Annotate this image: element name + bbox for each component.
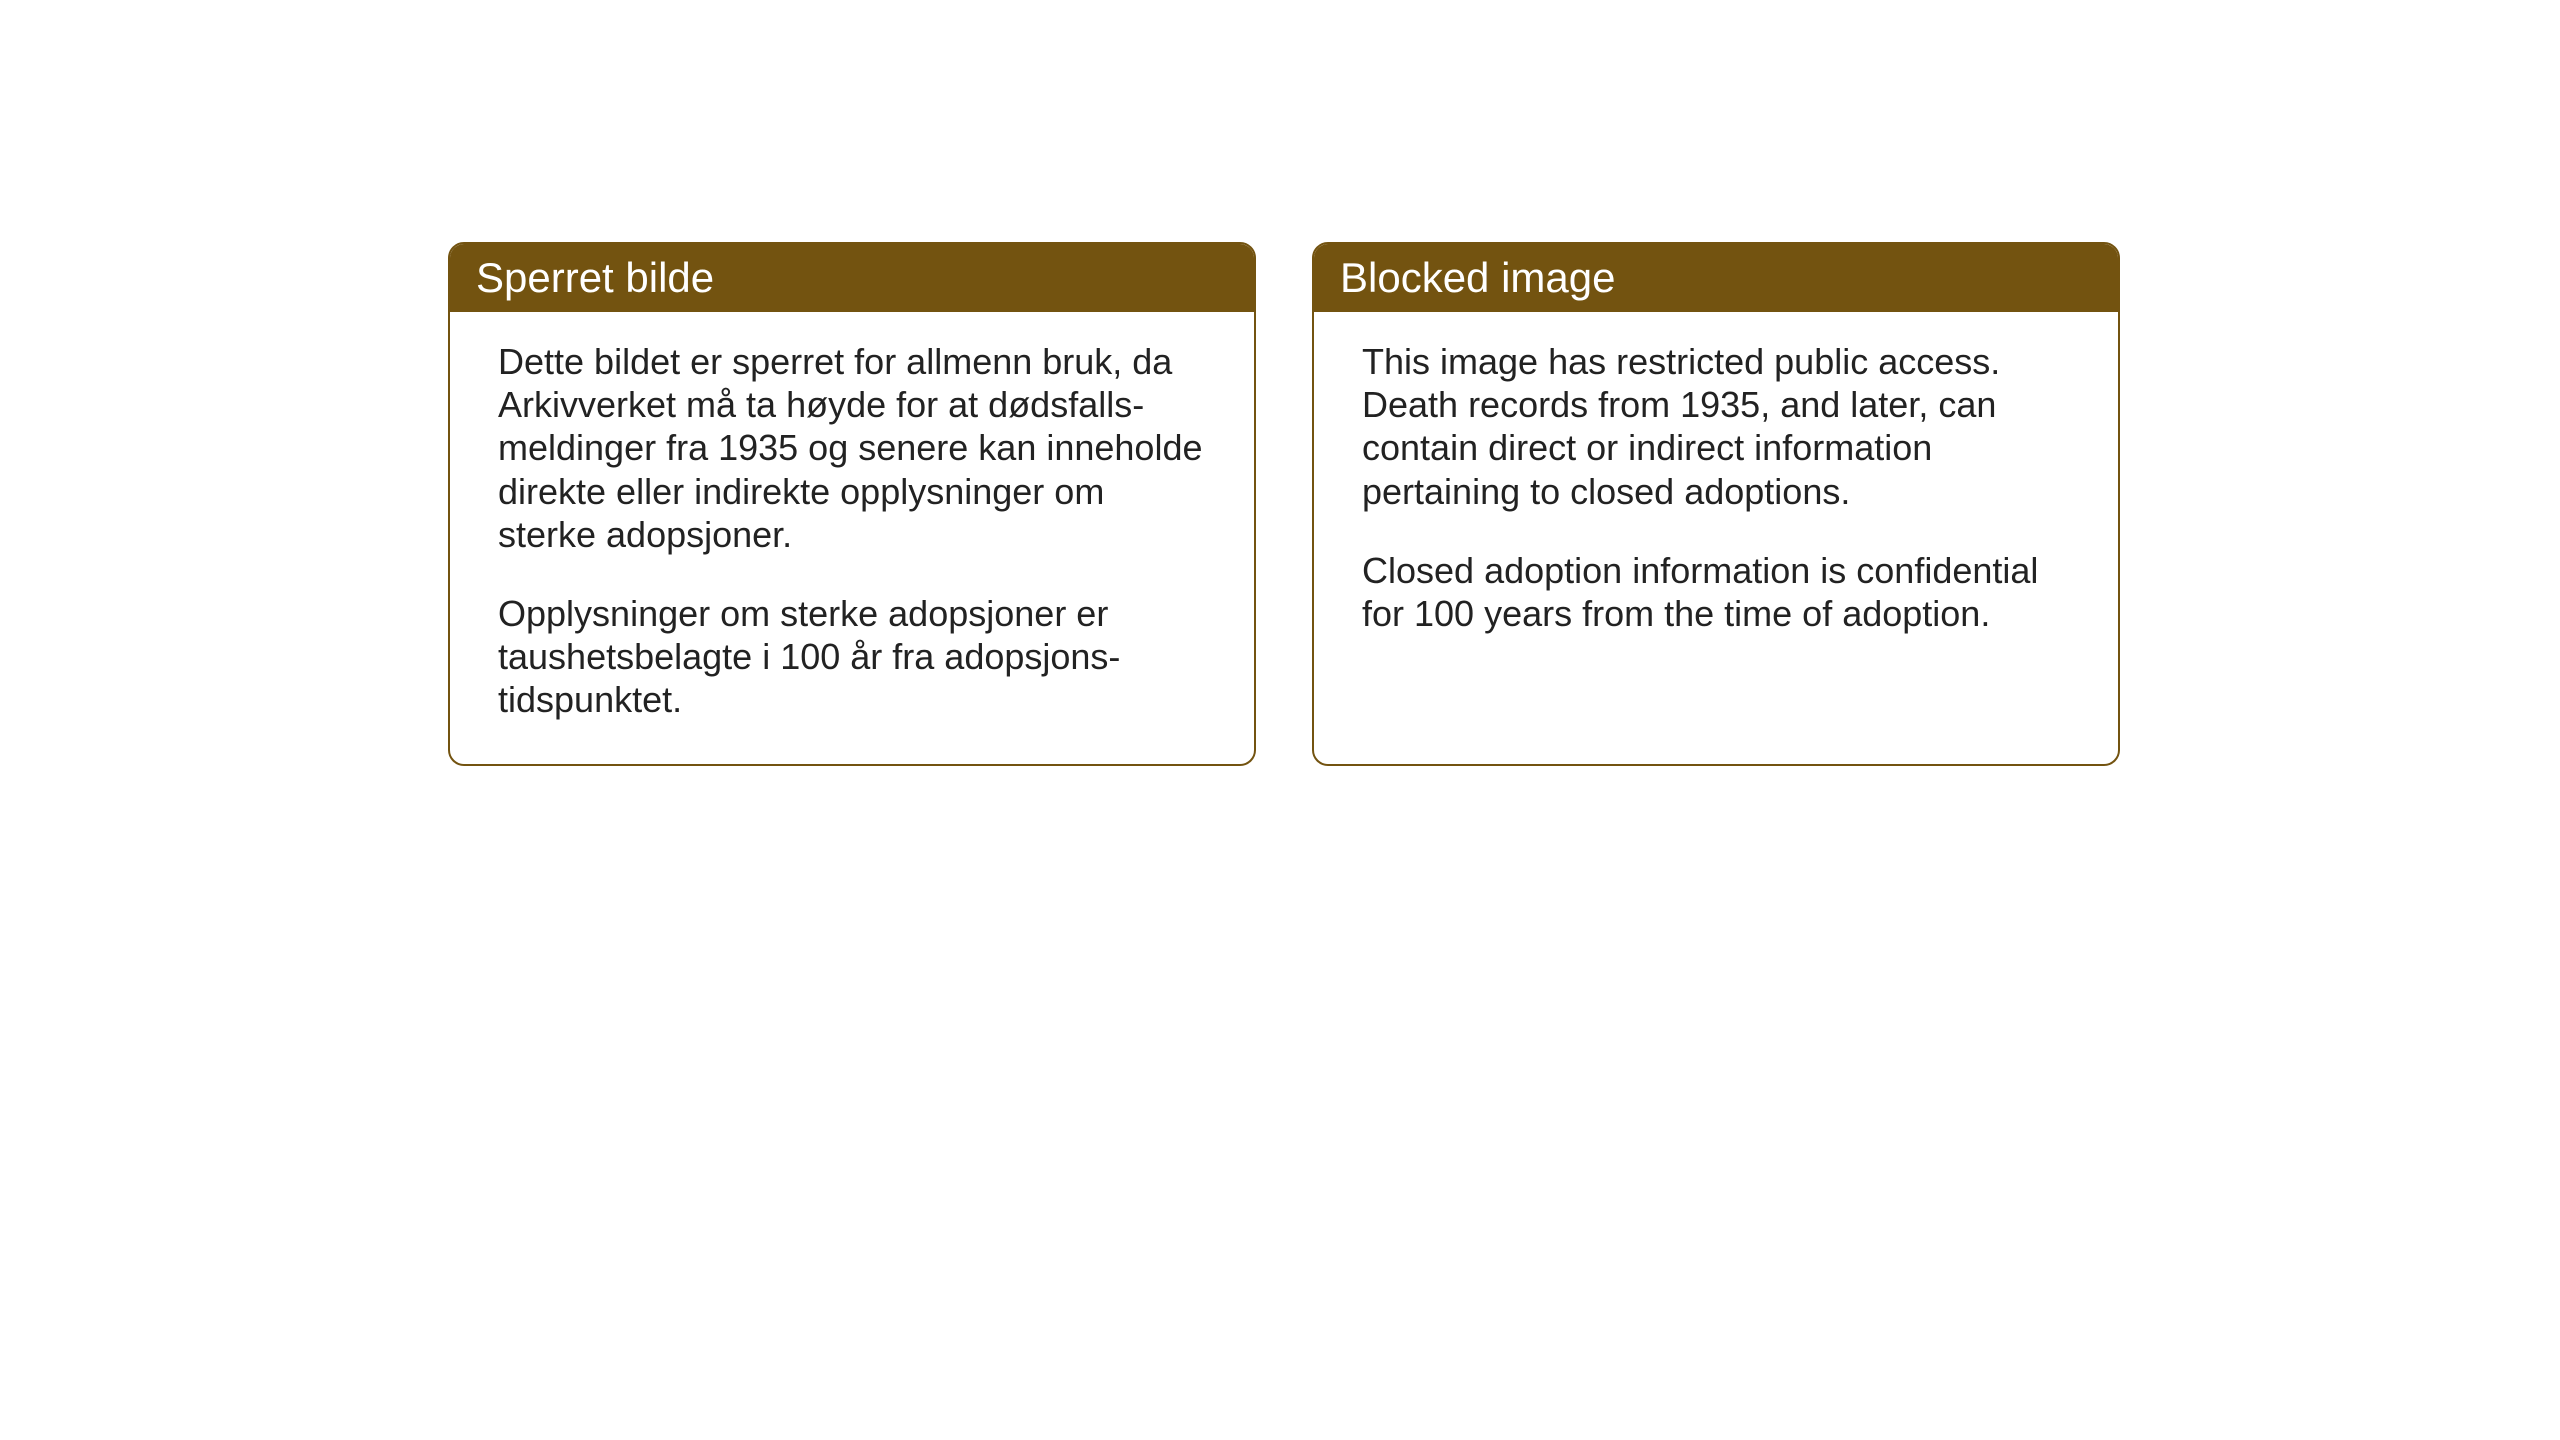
paragraph-1: Dette bildet er sperret for allmenn bruk…: [498, 340, 1206, 556]
card-title: Sperret bilde: [476, 254, 714, 301]
card-title: Blocked image: [1340, 254, 1615, 301]
paragraph-2: Opplysninger om sterke adopsjoner er tau…: [498, 592, 1206, 722]
notice-container: Sperret bilde Dette bildet er sperret fo…: [448, 242, 2120, 766]
card-header-english: Blocked image: [1314, 244, 2118, 312]
paragraph-1: This image has restricted public access.…: [1362, 340, 2070, 513]
notice-card-english: Blocked image This image has restricted …: [1312, 242, 2120, 766]
card-body-norwegian: Dette bildet er sperret for allmenn bruk…: [450, 312, 1254, 764]
notice-card-norwegian: Sperret bilde Dette bildet er sperret fo…: [448, 242, 1256, 766]
paragraph-2: Closed adoption information is confident…: [1362, 549, 2070, 635]
card-body-english: This image has restricted public access.…: [1314, 312, 2118, 752]
card-header-norwegian: Sperret bilde: [450, 244, 1254, 312]
